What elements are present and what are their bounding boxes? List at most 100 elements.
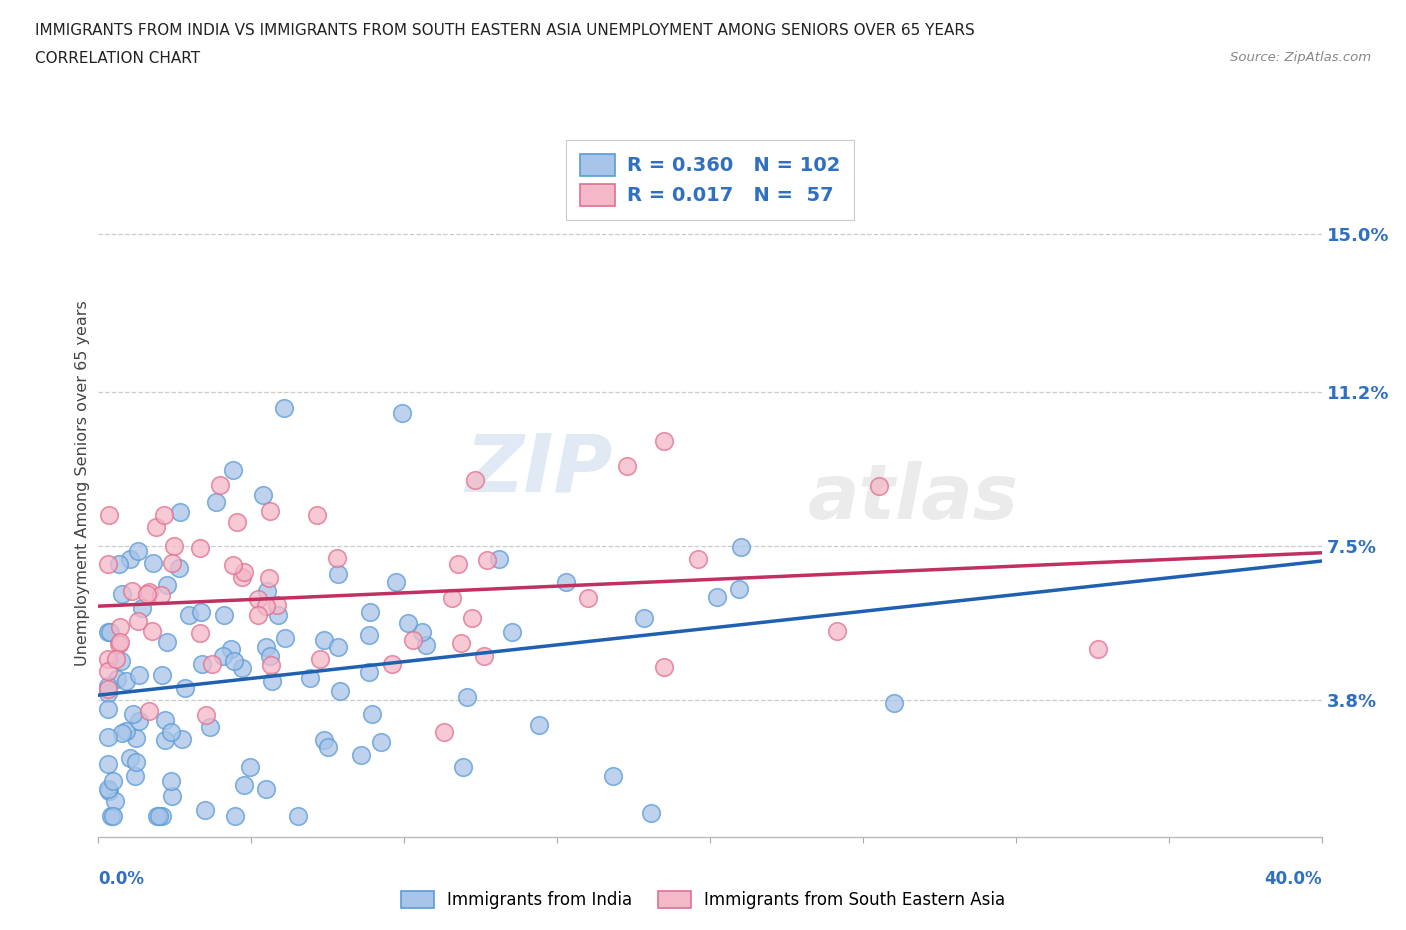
Point (453, 759, 475, 774)
Point (108, 556, 131, 571)
Point (477, 552, 499, 567)
Point (254, 640, 277, 655)
Point (633, 611, 655, 626)
Point (219, 641, 242, 656)
Point (138, 584, 160, 599)
Point (391, 405, 413, 420)
Point (307, 508, 329, 523)
Point (115, 674, 138, 689)
Point (226, 514, 249, 529)
Point (384, 574, 406, 589)
Point (97, 651, 120, 666)
Point (128, 713, 150, 728)
Point (212, 607, 235, 622)
Point (201, 657, 224, 671)
Point (654, 433, 676, 448)
Point (883, 696, 905, 711)
Point (616, 458, 638, 473)
Point (359, 604, 381, 619)
Point (111, 587, 134, 602)
Point (162, 555, 184, 570)
Point (231, 570, 253, 585)
Point (257, 571, 280, 586)
Point (142, 555, 165, 570)
Point (191, 657, 214, 671)
Point (110, 634, 132, 649)
Point (402, 632, 425, 647)
Point (224, 653, 246, 668)
Point (195, 708, 218, 723)
Point (124, 768, 146, 783)
Point (298, 671, 321, 685)
Point (411, 625, 433, 640)
Point (527, 718, 550, 733)
Point (148, 809, 170, 824)
Point (156, 578, 179, 592)
Point (150, 809, 173, 824)
Point (153, 712, 176, 727)
Point (104, 652, 127, 667)
Point (488, 552, 510, 567)
Point (108, 637, 131, 652)
Point (97, 702, 120, 717)
Point (370, 735, 392, 750)
Point (461, 611, 484, 626)
Point (212, 649, 235, 664)
Point (150, 668, 173, 683)
Point (159, 724, 181, 739)
Point (145, 809, 167, 824)
Point (105, 671, 128, 686)
Point (115, 724, 138, 738)
Point (169, 560, 191, 575)
Point (136, 587, 159, 602)
Point (159, 774, 181, 789)
Point (108, 619, 131, 634)
Point (141, 624, 163, 639)
Point (868, 479, 890, 494)
Point (246, 608, 269, 623)
Point (101, 774, 124, 789)
Point (188, 540, 211, 555)
Point (97, 556, 120, 571)
Point (825, 623, 848, 638)
Point (97, 663, 120, 678)
Text: atlas: atlas (808, 460, 1019, 535)
Point (98, 784, 121, 799)
Point (97, 730, 120, 745)
Point (246, 591, 269, 606)
Point (97, 756, 120, 771)
Point (97, 678, 120, 693)
Point (149, 588, 172, 603)
Point (314, 632, 336, 647)
Point (125, 755, 148, 770)
Point (440, 591, 463, 605)
Point (312, 733, 335, 748)
Point (128, 668, 150, 683)
Point (254, 599, 277, 614)
Point (97, 682, 120, 697)
Point (111, 725, 134, 740)
Point (131, 601, 153, 616)
Point (110, 654, 132, 669)
Text: ZIP: ZIP (465, 431, 612, 509)
Point (309, 652, 332, 667)
Point (464, 472, 486, 487)
Point (124, 731, 146, 746)
Point (578, 591, 600, 605)
Point (121, 706, 143, 721)
Legend: R = 0.360   N = 102, R = 0.017   N =  57: R = 0.360 N = 102, R = 0.017 N = 57 (567, 140, 853, 219)
Point (316, 739, 339, 754)
Point (254, 781, 277, 796)
Point (415, 637, 437, 652)
Point (232, 778, 254, 793)
Point (266, 597, 288, 612)
Point (127, 543, 149, 558)
Point (259, 649, 281, 664)
Point (256, 584, 278, 599)
Point (118, 751, 141, 766)
Point (121, 584, 143, 599)
Text: IMMIGRANTS FROM INDIA VS IMMIGRANTS FROM SOUTH EASTERN ASIA UNEMPLOYMENT AMONG S: IMMIGRANTS FROM INDIA VS IMMIGRANTS FROM… (35, 23, 974, 38)
Legend: Immigrants from India, Immigrants from South Eastern Asia: Immigrants from India, Immigrants from S… (392, 883, 1014, 917)
Point (652, 660, 675, 675)
Point (97, 508, 120, 523)
